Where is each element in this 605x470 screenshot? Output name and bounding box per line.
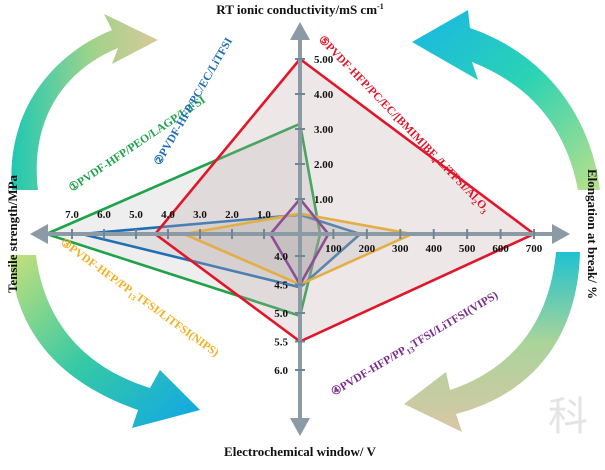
tick-label-bottom: 4.0 (274, 251, 288, 263)
tick-label-left: 3.0 (193, 209, 207, 221)
tick-label-bottom: 6.0 (274, 365, 288, 377)
tick-label-right: 100 (325, 243, 342, 255)
tick-label-bottom: 5.5 (274, 337, 288, 349)
tick-label-left: 7.0 (65, 209, 79, 221)
tick-label-top: 3.00 (314, 124, 334, 136)
tick-label-right: 300 (392, 243, 409, 255)
tick-label-bottom: 4.5 (274, 280, 288, 292)
tick-label-top: 1.00 (314, 194, 334, 206)
tick-label-right: 400 (425, 243, 442, 255)
arrowhead-bottom-icon (290, 418, 310, 436)
tick-label-left: 1.0 (257, 209, 271, 221)
tick-label-top: 2.00 (314, 159, 334, 171)
tick-label-right: 600 (492, 243, 509, 255)
tick-label-left: 2.0 (225, 209, 239, 221)
tick-label-bottom: 5.0 (274, 308, 288, 320)
tick-label-left: 4.0 (161, 209, 175, 221)
tick-label-left: 6.0 (97, 209, 111, 221)
arrow-top-right-icon (412, 10, 600, 190)
axis-title-top: RT ionic conductivity/mS cm-1 (216, 2, 383, 17)
axis-title-bottom: Electrochemical window/ V (224, 444, 377, 459)
tick-label-right: 500 (459, 243, 476, 255)
tick-label-top: 5.00 (314, 54, 334, 66)
tick-labels: 1.00 2.00 3.00 4.00 5.00 100 200 300 400 500 600 70… (65, 54, 543, 377)
axis-title-left: Tensile strength/MPa (5, 174, 20, 293)
tick-label-right: 200 (359, 243, 376, 255)
arrowhead-left-icon (30, 224, 48, 244)
arrow-bottom-right-icon (404, 252, 580, 432)
arrow-bottom-left-icon (10, 255, 200, 428)
arrowhead-top-icon (290, 22, 310, 40)
arrowhead-right-icon (552, 224, 570, 244)
tick-label-top: 4.00 (314, 89, 334, 101)
tick-label-right: 700 (526, 243, 543, 255)
axis-title-right: Elongation at break/ % (585, 169, 600, 299)
watermark: 科 (548, 394, 588, 439)
series-label-2: ②PVDF-HFP/PC/EC/LiTFSI (151, 35, 235, 168)
tick-label-left: 5.0 (129, 209, 143, 221)
series-polygons (42, 57, 537, 344)
axes (30, 22, 570, 436)
arrow-top-left-icon (11, 14, 159, 190)
